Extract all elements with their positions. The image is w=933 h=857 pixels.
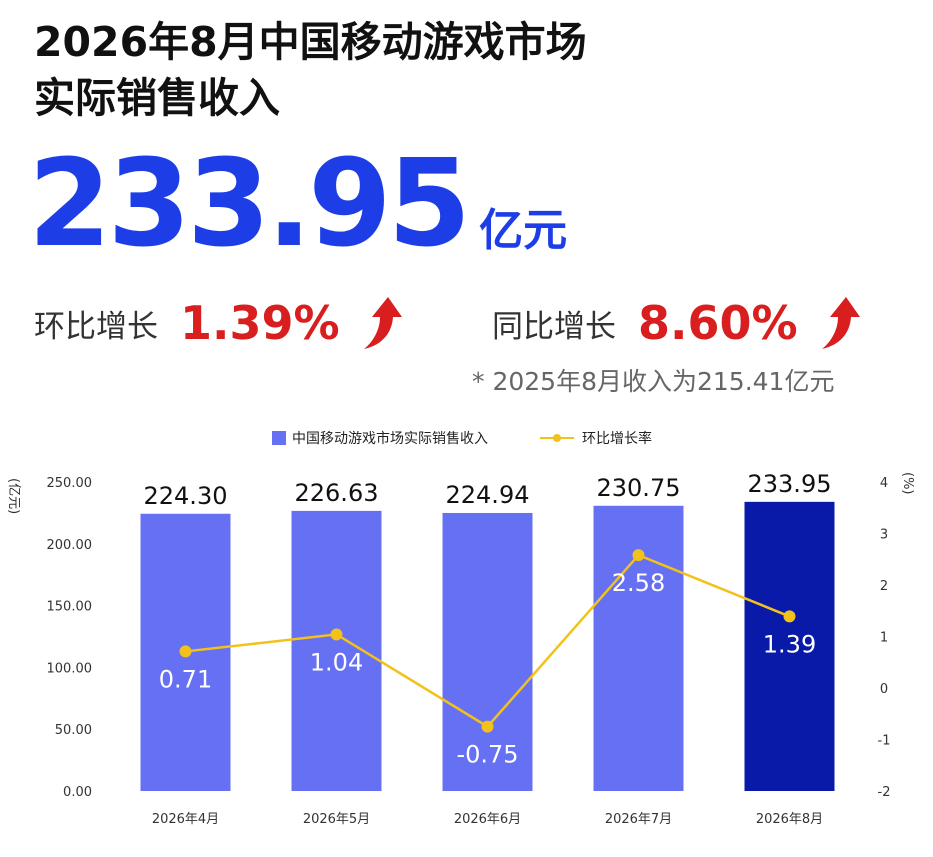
up-arrow-icon — [821, 297, 860, 349]
revenue-bar-label: 230.75 — [597, 474, 681, 502]
revenue-bar — [593, 505, 684, 791]
page-title: 2026年8月中国移动游戏市场 实际销售收入 — [34, 14, 587, 126]
y-right-tick-label: 0 — [880, 682, 888, 697]
y-left-tick-label: 150.00 — [47, 600, 93, 615]
y-right-tick-label: -2 — [878, 785, 891, 800]
legend-line-label: 环比增长率 — [582, 430, 652, 447]
y-axis-right-label: (%) — [900, 472, 915, 495]
mom-growth: 环比增长 1.39% — [34, 292, 402, 354]
x-axis-category-label: 2026年5月 — [303, 812, 370, 827]
title-line-2: 实际销售收入 — [34, 74, 280, 122]
y-right-tick-label: 2 — [880, 579, 888, 594]
legend-line-marker — [553, 434, 561, 442]
rate-point — [179, 645, 192, 658]
rate-point — [632, 549, 645, 562]
y-right-tick-label: 1 — [880, 631, 888, 646]
x-axis-category-label: 2026年7月 — [605, 812, 672, 827]
revenue-bar-label: 224.94 — [446, 481, 530, 509]
hero-revenue-unit: 亿元 — [479, 205, 568, 256]
y-right-tick-label: -1 — [878, 734, 891, 749]
yoy-growth-label: 同比增长 — [492, 308, 616, 345]
x-axis-category-label: 2026年6月 — [454, 812, 521, 827]
mom-growth-label: 环比增长 — [34, 308, 158, 345]
rate-point-label: 2.58 — [612, 569, 665, 597]
rate-point — [783, 610, 796, 623]
chart-legend: 中国移动游戏市场实际销售收入 环比增长率 — [272, 430, 652, 447]
y-left-tick-label: 50.00 — [55, 723, 92, 738]
y-left-tick-label: 250.00 — [47, 476, 93, 491]
hero-revenue: 233.95 亿元 — [28, 140, 567, 280]
title-line-1: 2026年8月中国移动游戏市场 — [34, 18, 587, 66]
y-left-tick-label: 200.00 — [47, 538, 93, 553]
yoy-growth: 同比增长 8.60% — [492, 292, 860, 354]
rate-point-label: 0.71 — [159, 665, 212, 693]
legend-bar-label: 中国移动游戏市场实际销售收入 — [292, 430, 488, 447]
revenue-bar — [442, 512, 533, 791]
revenue-bar-label: 233.95 — [748, 470, 832, 498]
rate-point — [481, 720, 494, 733]
hero-revenue-value: 233.95 — [28, 135, 471, 274]
rate-point-label: 1.04 — [310, 648, 363, 676]
rate-point-label: -0.75 — [456, 741, 518, 769]
yoy-growth-value: 8.60% — [638, 296, 798, 350]
y-left-tick-label: 0.00 — [63, 785, 92, 800]
revenue-bar — [744, 501, 835, 791]
legend-bar-swatch — [272, 431, 286, 445]
y-left-tick-label: 100.00 — [47, 661, 93, 676]
y-right-tick-label: 3 — [880, 528, 888, 543]
rate-point — [330, 628, 343, 641]
y-axis-left-label: (亿元) — [6, 478, 21, 514]
x-axis-category-label: 2026年8月 — [756, 812, 823, 827]
mom-growth-value: 1.39% — [180, 296, 340, 350]
revenue-bar-label: 226.63 — [295, 479, 379, 507]
up-arrow-icon — [363, 297, 402, 349]
y-right-tick-label: 4 — [880, 476, 888, 491]
x-axis-category-label: 2026年4月 — [152, 812, 219, 827]
revenue-bar-label: 224.30 — [144, 482, 228, 510]
revenue-chart: 中国移动游戏市场实际销售收入 环比增长率 (亿元) (%) 0.00 50.00 1… — [6, 430, 915, 827]
footnote: * 2025年8月收入为215.41亿元 — [472, 367, 835, 396]
revenue-bar — [291, 510, 382, 791]
rate-point-label: 1.39 — [763, 630, 816, 658]
